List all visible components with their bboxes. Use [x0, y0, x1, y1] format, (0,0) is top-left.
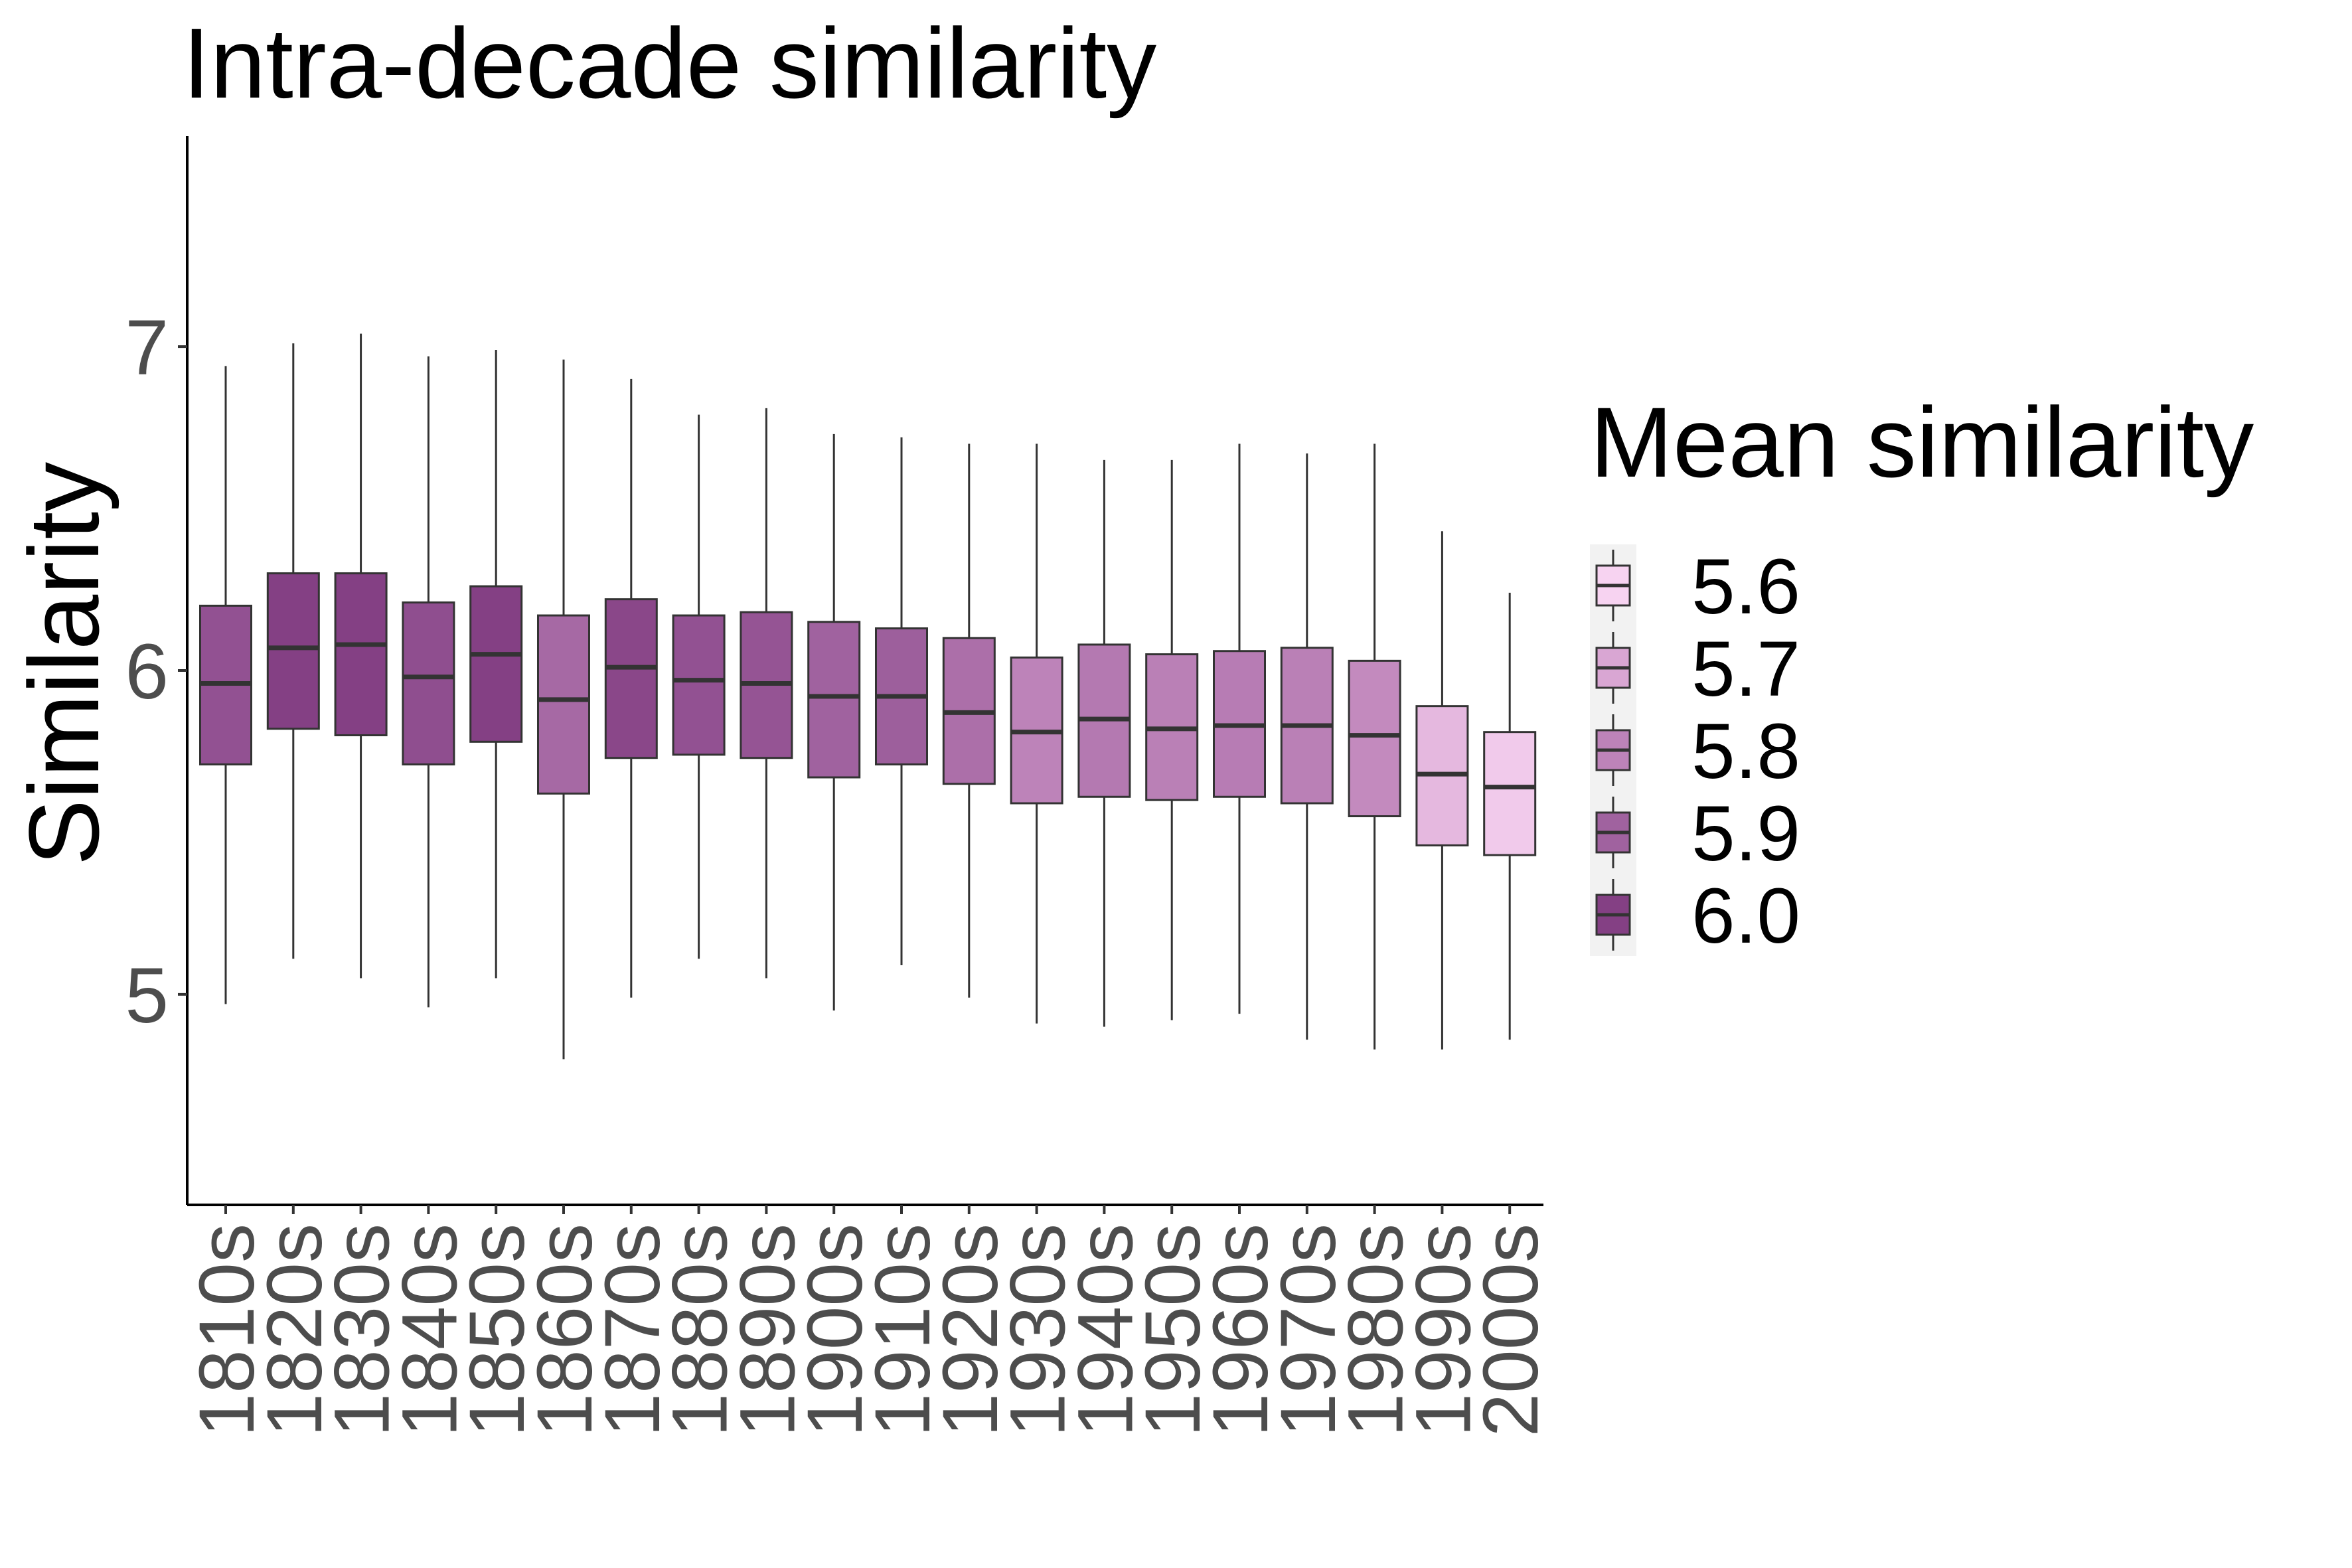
box-iqr — [334, 572, 388, 737]
box-iqr — [1483, 731, 1537, 856]
chart-title: Intra-decade similarity — [183, 7, 1156, 119]
x-tick-label: 1820s — [251, 1223, 339, 1437]
x-tick-label: 1890s — [724, 1223, 811, 1437]
x-tick-label: 1860s — [521, 1223, 609, 1437]
x-tick-label: 1980s — [1332, 1223, 1420, 1437]
legend-item-5.6: 5.6 — [1595, 543, 1800, 631]
box-iqr — [672, 614, 726, 756]
legend-label: 6.0 — [1691, 872, 1800, 960]
box-1980s — [1348, 443, 1401, 1050]
box-iqr — [807, 621, 861, 779]
x-tick-label: 1830s — [319, 1223, 406, 1437]
box-1990s — [1415, 531, 1469, 1050]
x-tick-label: 1880s — [657, 1223, 744, 1437]
y-tick-label: 7 — [125, 304, 169, 392]
box-iqr — [402, 601, 455, 765]
y-tick-label: 5 — [125, 952, 169, 1040]
box-1850s — [469, 350, 523, 979]
x-tick-label: 1910s — [859, 1223, 947, 1437]
box-1870s — [604, 378, 658, 998]
box-1840s — [402, 356, 455, 1008]
box-iqr — [537, 614, 590, 795]
x-tick-label: 1920s — [927, 1223, 1014, 1437]
box-1830s — [334, 333, 388, 979]
x-tick-label: 1810s — [183, 1223, 271, 1437]
x-tick-label: 1950s — [1129, 1223, 1217, 1437]
boxplot-series — [199, 333, 1537, 1059]
box-1900s — [807, 433, 861, 1011]
legend-label: 5.9 — [1691, 790, 1800, 878]
y-tick-label: 6 — [125, 628, 169, 716]
legend-item-5.8: 5.8 — [1595, 708, 1800, 795]
x-axis: 1810s1820s1830s1840s1850s1860s1870s1880s… — [183, 1204, 1555, 1437]
x-tick-label: 1930s — [994, 1223, 1082, 1437]
y-axis: 5 6 7 — [125, 136, 189, 1205]
x-tick-label: 1940s — [1061, 1223, 1149, 1437]
legend: Mean similarity 5.65.75.85.96.0 — [1590, 386, 2254, 960]
x-tick-label: 1850s — [453, 1223, 541, 1437]
legend-item-6.0: 6.0 — [1595, 872, 1800, 960]
box-1940s — [1077, 459, 1131, 1027]
y-axis-label: Similarity — [8, 462, 119, 866]
x-tick-label: 1870s — [589, 1223, 676, 1437]
box-1920s — [942, 443, 996, 998]
box-iqr — [1348, 659, 1401, 818]
legend-item-5.7: 5.7 — [1595, 625, 1800, 713]
legend-item-5.9: 5.9 — [1595, 790, 1800, 878]
x-tick-label: 1900s — [791, 1223, 879, 1437]
box-iqr — [604, 598, 658, 759]
box-1970s — [1280, 453, 1334, 1040]
x-tick-label: 1970s — [1265, 1223, 1352, 1437]
box-1910s — [875, 437, 928, 965]
legend-title: Mean similarity — [1590, 386, 2254, 498]
x-tick-label: 2000s — [1467, 1223, 1555, 1437]
box-iqr — [266, 572, 320, 730]
box-1890s — [740, 408, 793, 979]
box-1860s — [537, 359, 590, 1059]
box-1820s — [266, 343, 320, 959]
box-1950s — [1145, 459, 1199, 1020]
box-1930s — [1010, 443, 1063, 1024]
x-tick-label: 1990s — [1399, 1223, 1487, 1437]
x-tick-label: 1960s — [1197, 1223, 1285, 1437]
box-1960s — [1213, 443, 1266, 1014]
legend-label: 5.6 — [1691, 543, 1800, 631]
legend-label: 5.7 — [1691, 625, 1800, 713]
box-1810s — [199, 366, 252, 1004]
box-2000s — [1483, 592, 1537, 1040]
box-iqr — [469, 585, 523, 743]
legend-label: 5.8 — [1691, 708, 1800, 795]
x-tick-label: 1840s — [386, 1223, 473, 1437]
box-1880s — [672, 414, 726, 959]
